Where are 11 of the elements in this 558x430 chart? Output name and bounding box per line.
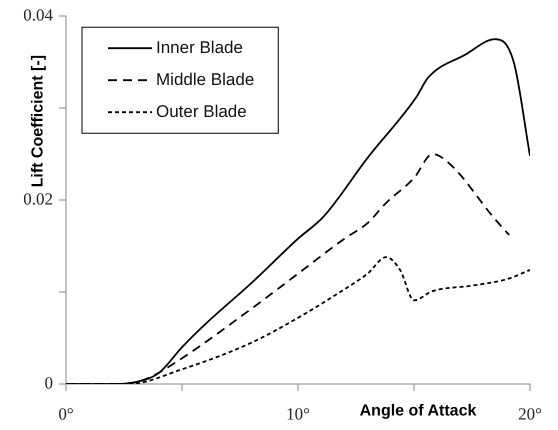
x-tick-label: 10° (286, 404, 310, 424)
x-tick-label: 0° (58, 404, 74, 424)
legend-label: Middle Blade (156, 70, 254, 89)
x-axis-title: Angle of Attack (360, 402, 476, 420)
y-tick-label: 0.04 (23, 6, 54, 25)
y-axis-title: Lift Coefficient [-] (29, 54, 46, 188)
x-tick-label: 20° (518, 404, 542, 424)
y-tick-label: 0.02 (23, 190, 53, 209)
legend-label: Outer Blade (156, 102, 247, 121)
legend-label: Inner Blade (156, 38, 243, 57)
y-tick-label: 0 (44, 373, 53, 392)
